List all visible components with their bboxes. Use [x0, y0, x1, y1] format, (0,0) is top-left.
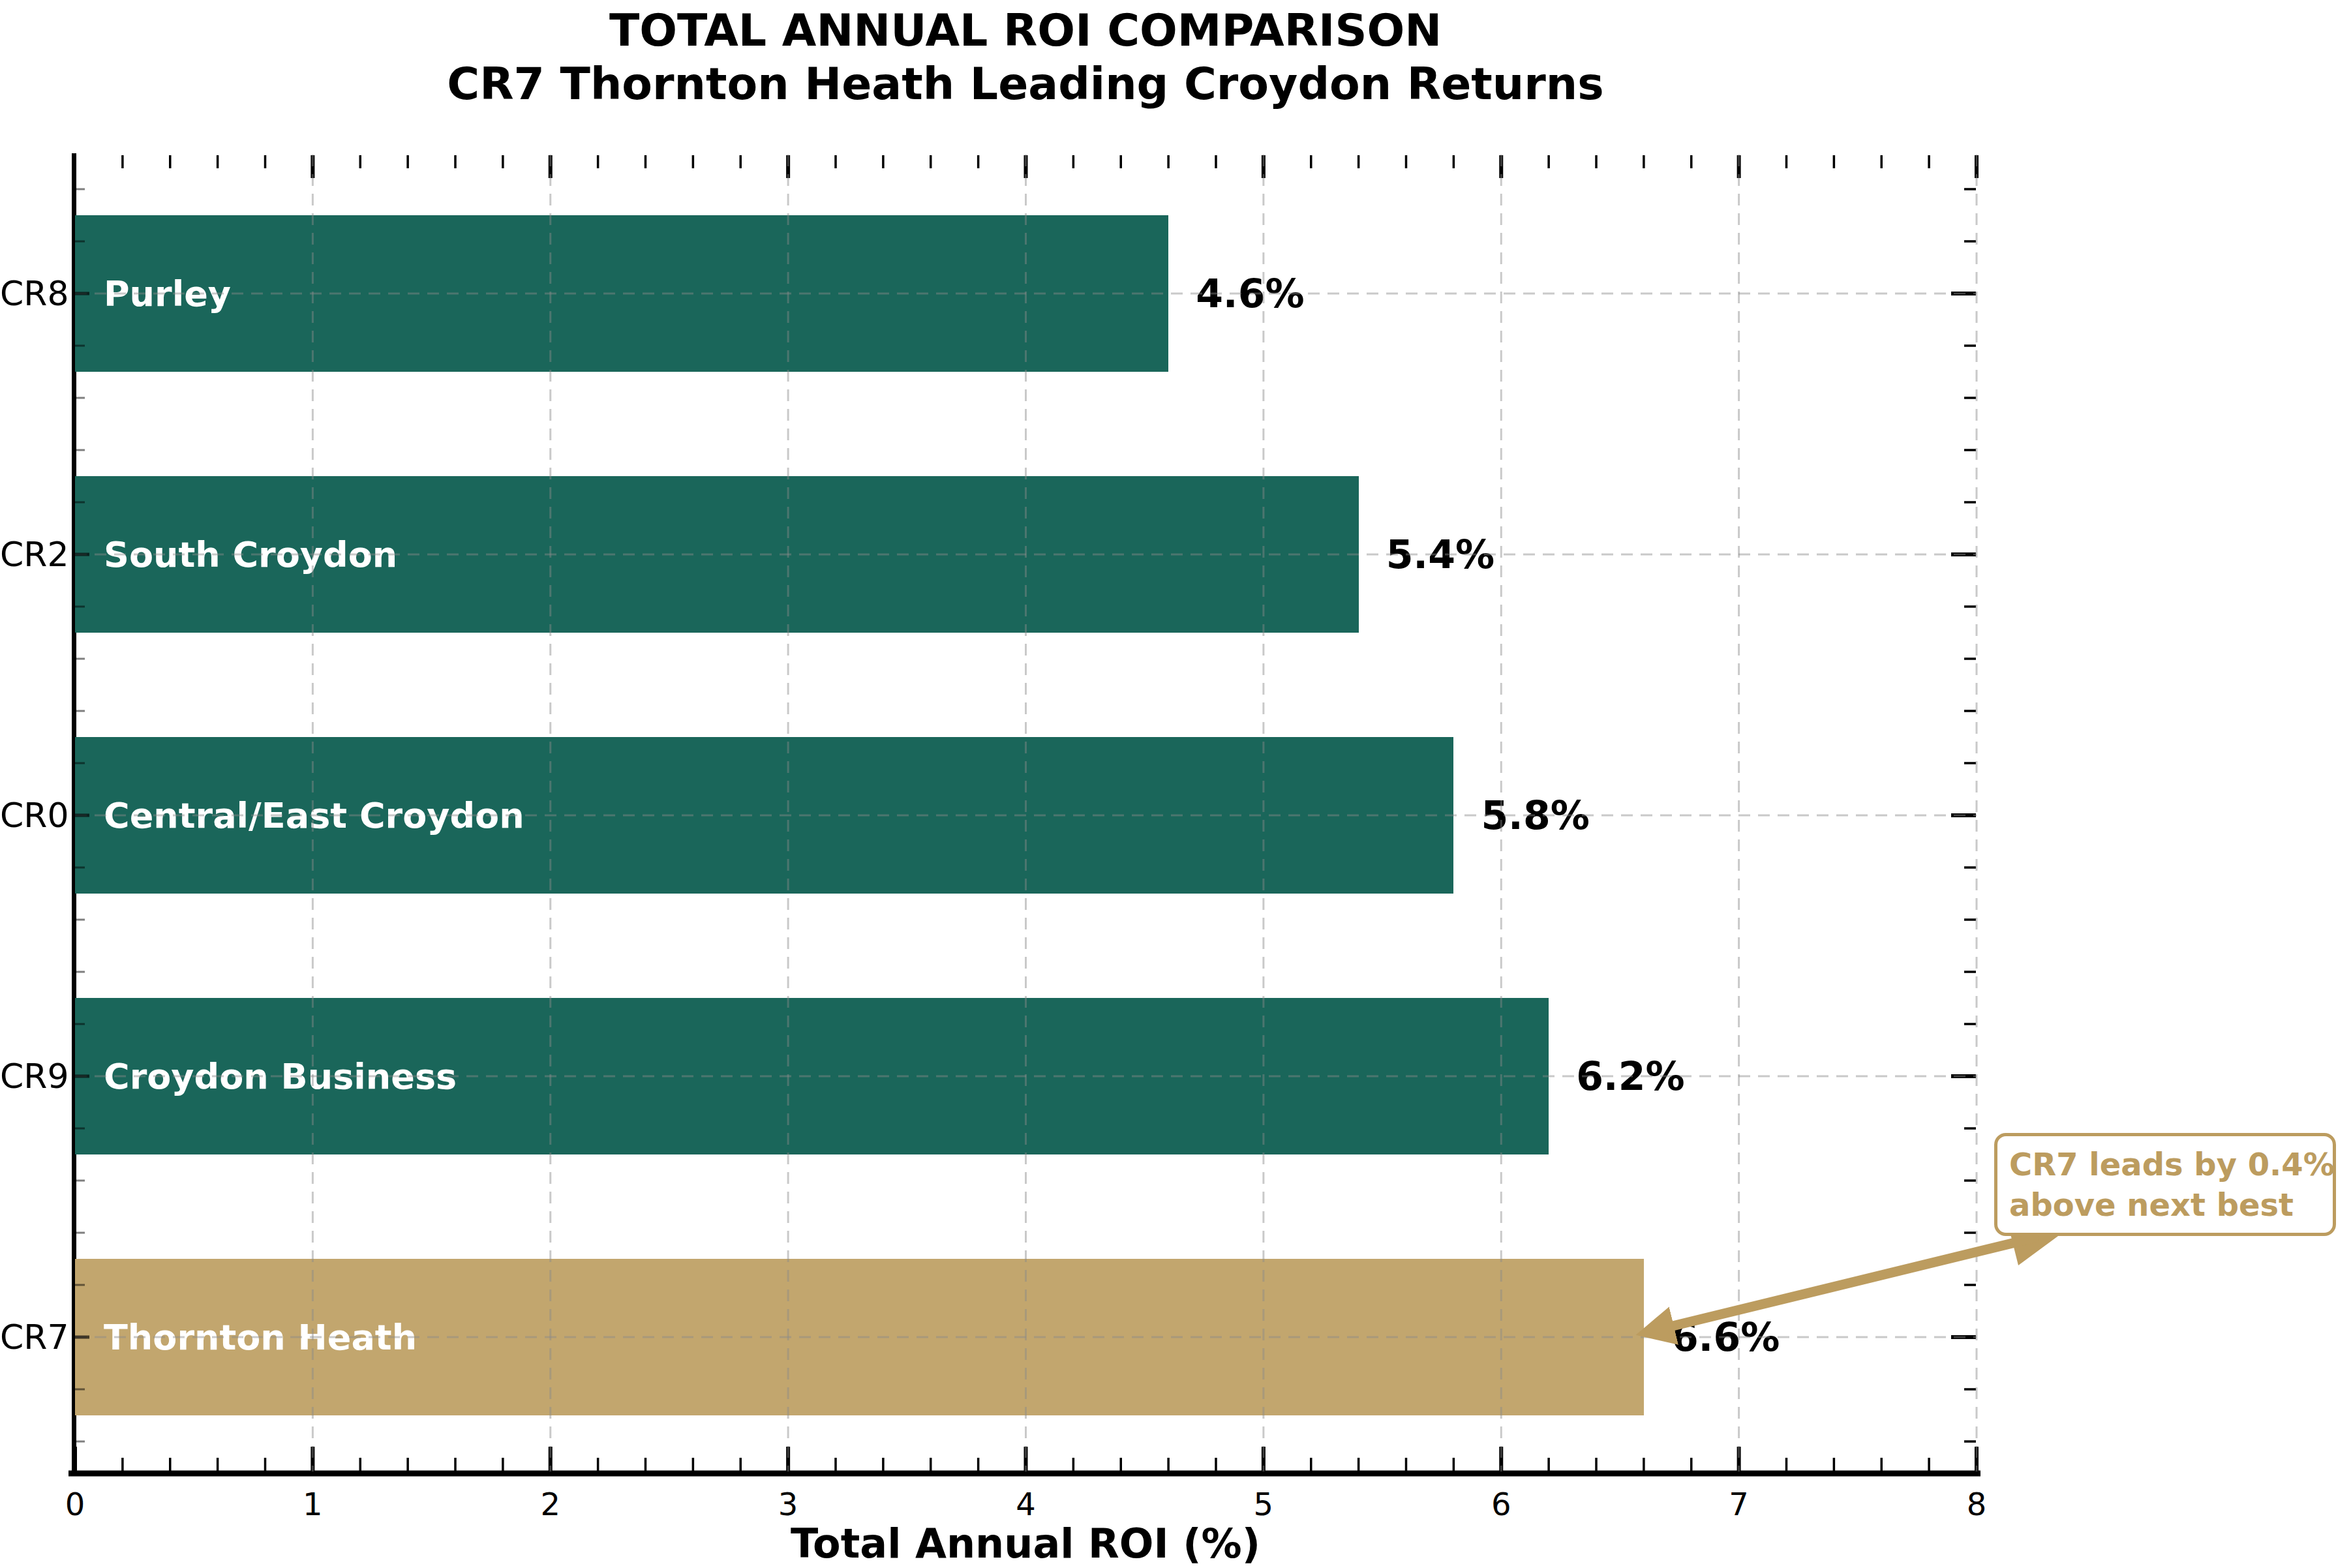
chart-titles: TOTAL ANNUAL ROI COMPARISON CR7 Thornton… — [0, 0, 2051, 111]
x-tick-label-2: 2 — [540, 1486, 560, 1522]
bar-cr7: Thornton Heath — [75, 1259, 1644, 1415]
chart-title: TOTAL ANNUAL ROI COMPARISON — [0, 4, 2051, 57]
chart-subtitle: CR7 Thornton Heath Leading Croydon Retur… — [0, 57, 2051, 111]
bar-cr0: Central/East Croydon — [75, 737, 1453, 894]
bar-inner-label: South Croydon — [75, 534, 397, 575]
x-tick-label-5: 5 — [1254, 1486, 1274, 1522]
x-tick-label-0: 0 — [65, 1486, 85, 1522]
bar-inner-label: Thornton Heath — [75, 1317, 417, 1358]
x-tick-label-3: 3 — [778, 1486, 798, 1522]
x-tick-label-8: 8 — [1967, 1486, 1987, 1522]
bar-inner-label: Croydon Business — [75, 1056, 457, 1097]
x-axis-title: Total Annual ROI (%) — [0, 1520, 2051, 1567]
y-tick-label-cr9: CR9 — [0, 1057, 60, 1096]
bar-value-label: 6.6% — [1671, 1314, 1780, 1360]
roi-bar-chart: TOTAL ANNUAL ROI COMPARISON CR7 Thornton… — [0, 0, 2351, 1568]
bar-cr8: Purley — [75, 215, 1168, 372]
x-tick-label-7: 7 — [1729, 1486, 1749, 1522]
bar-inner-label: Purley — [75, 273, 231, 314]
y-tick-label-cr2: CR2 — [0, 535, 60, 574]
bar-value-label: 5.4% — [1386, 532, 1494, 577]
bar-inner-label: Central/East Croydon — [75, 795, 524, 836]
annotation-text-line1: CR7 leads by 0.4% — [2009, 1144, 2321, 1184]
bar-value-label: 4.6% — [1196, 271, 1304, 316]
bar-value-label: 5.8% — [1481, 792, 1589, 838]
bar-cr9: Croydon Business — [75, 998, 1549, 1154]
bar-value-label: 6.2% — [1576, 1053, 1684, 1099]
bar-cr2: South Croydon — [75, 476, 1359, 633]
y-tick-label-cr8: CR8 — [0, 274, 60, 313]
y-tick-label-cr0: CR0 — [0, 796, 60, 835]
y-tick-label-cr7: CR7 — [0, 1318, 60, 1357]
annotation-callout: CR7 leads by 0.4% above next best — [1994, 1133, 2336, 1236]
x-tick-label-6: 6 — [1491, 1486, 1511, 1522]
annotation-text-line2: above next best — [2009, 1184, 2321, 1225]
annotation-arrow — [1670, 1238, 2034, 1327]
x-tick-label-1: 1 — [303, 1486, 323, 1522]
x-tick-label-4: 4 — [1016, 1486, 1036, 1522]
